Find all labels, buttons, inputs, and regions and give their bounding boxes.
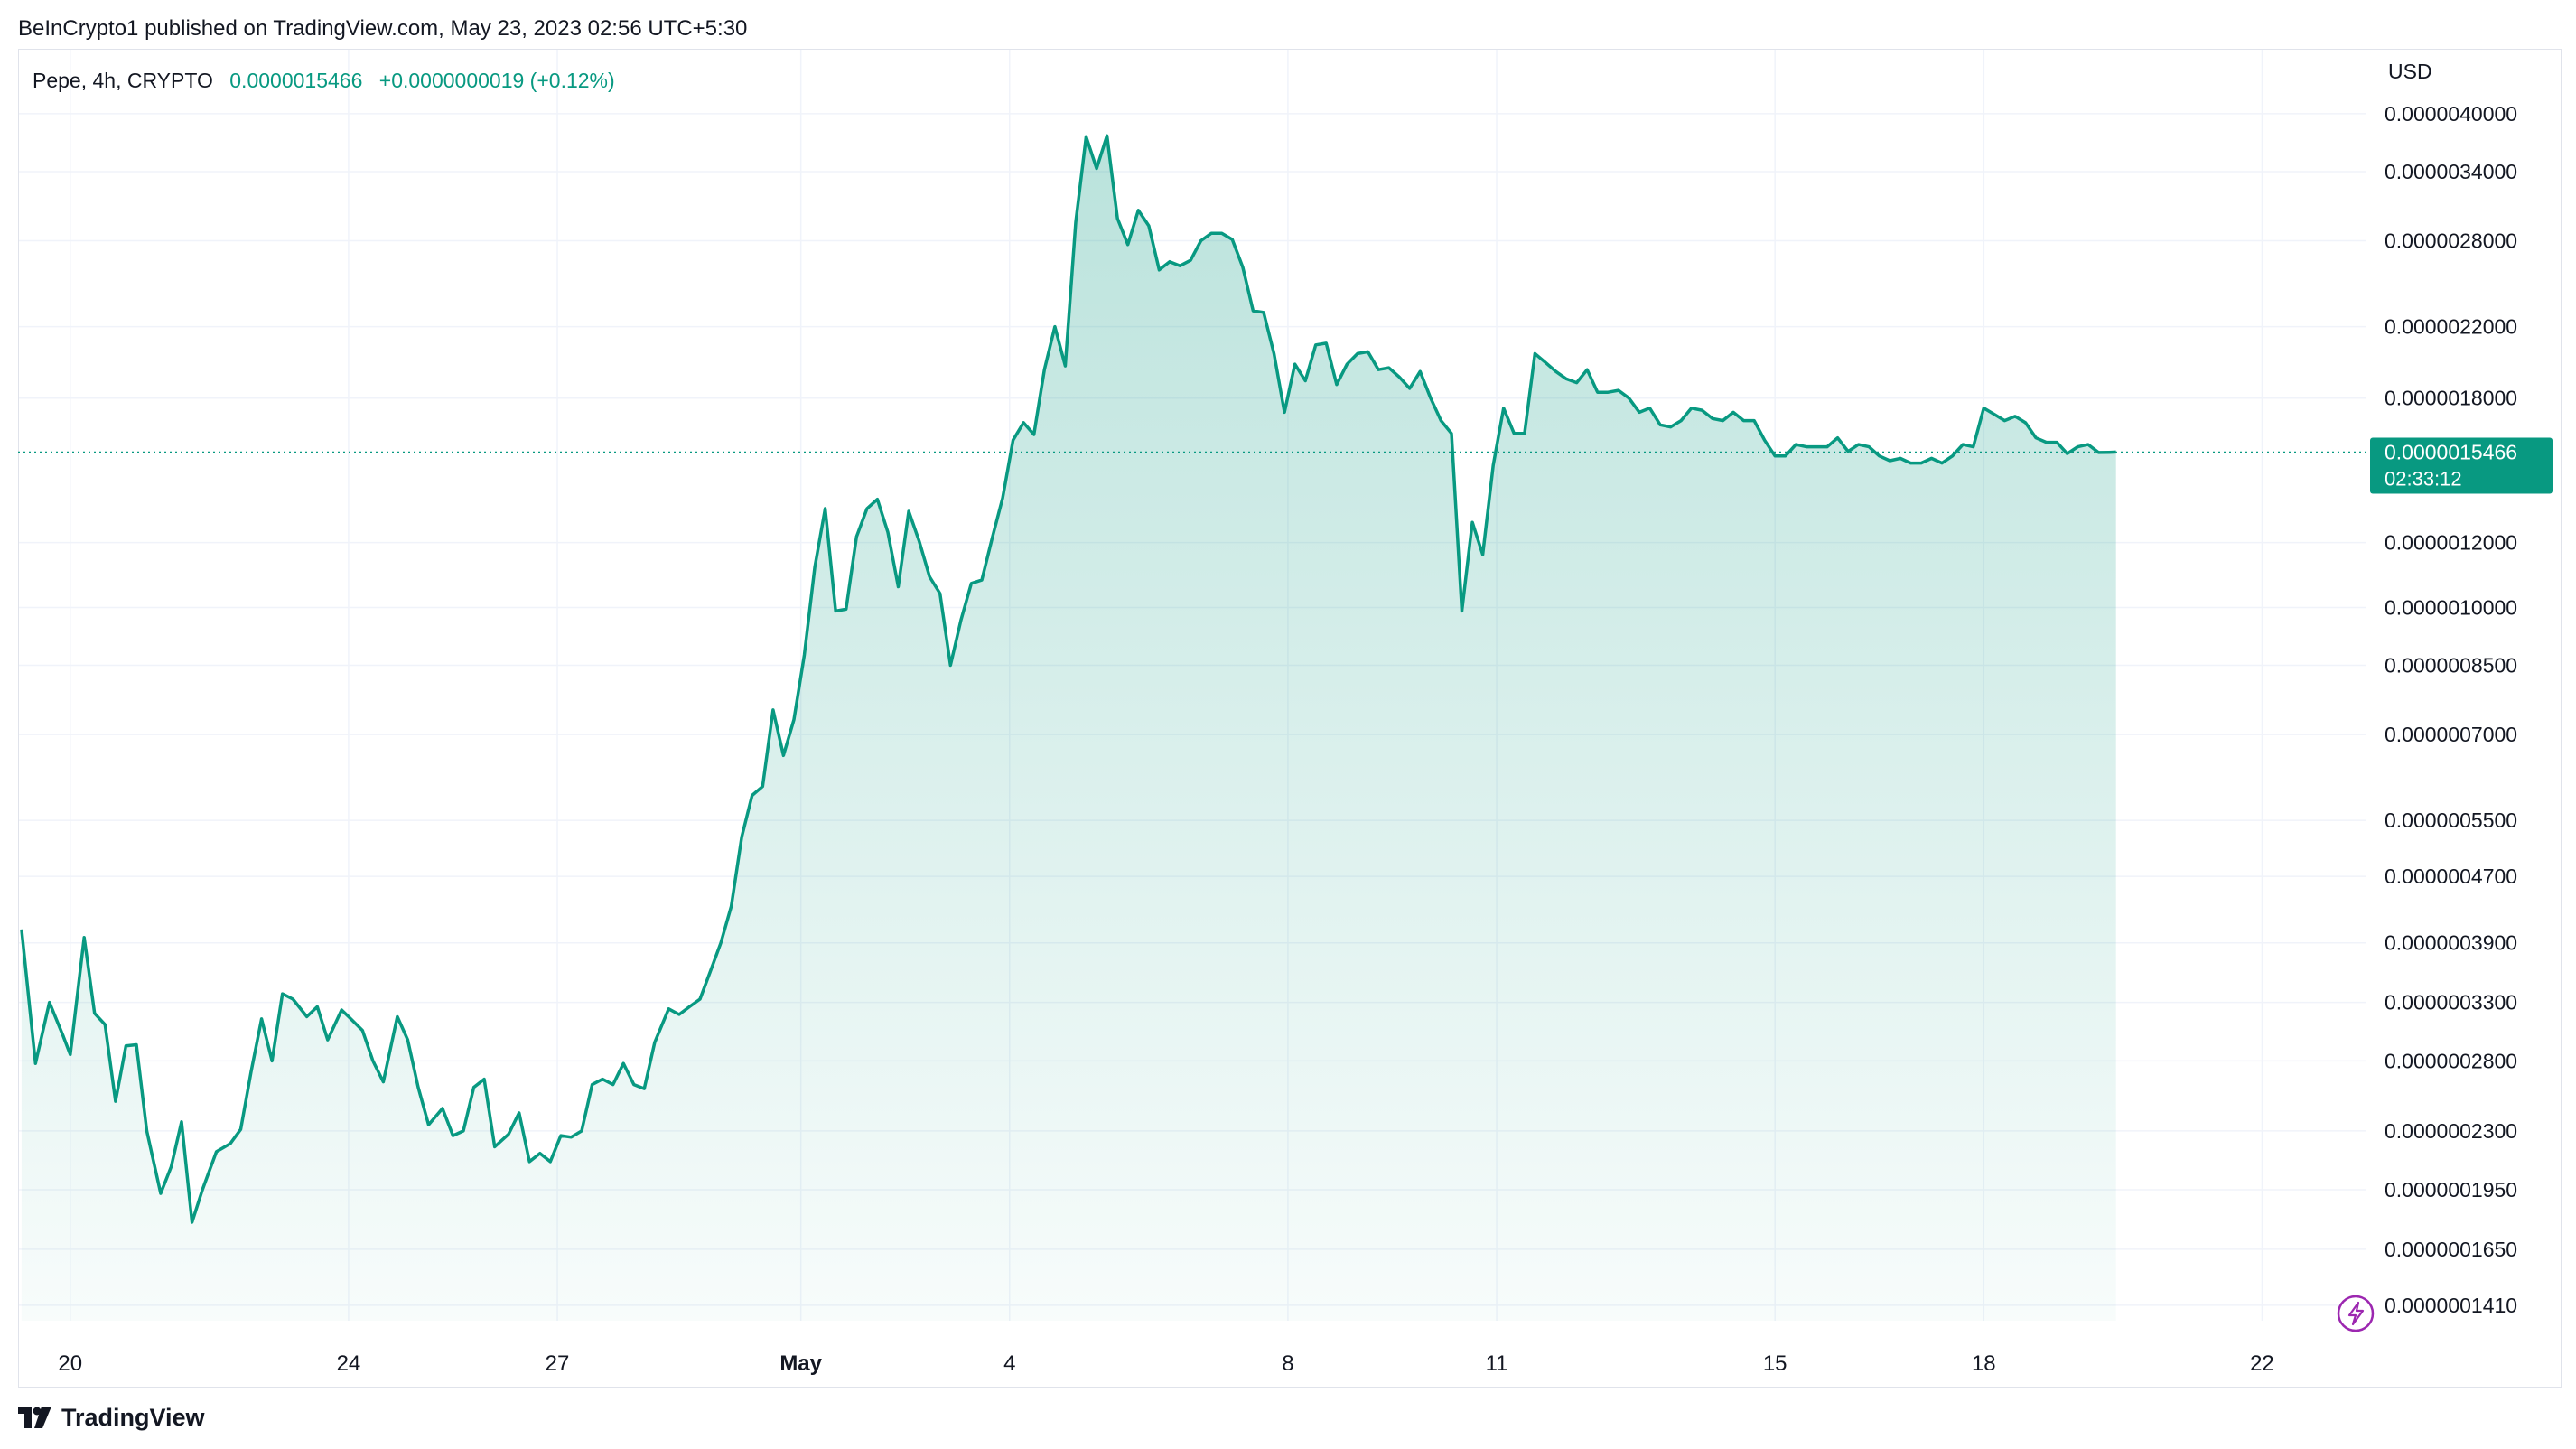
y-tick-label: 0.0000004700 — [2385, 865, 2517, 888]
x-tick-label: 27 — [546, 1351, 570, 1376]
x-tick-label: May — [779, 1351, 822, 1376]
y-axis-labels[interactable]: 0.0000040000 0.0000034000 0.0000028000 0.00… — [2385, 102, 2517, 1317]
y-tick-label: 0.0000002300 — [2385, 1119, 2517, 1143]
y-tick-label: 0.0000034000 — [2385, 160, 2517, 183]
x-tick-label: 20 — [58, 1351, 82, 1376]
y-tick-label: 0.0000018000 — [2385, 387, 2517, 410]
y-tick-label: 0.0000040000 — [2385, 102, 2517, 126]
x-tick-label: 24 — [337, 1351, 361, 1376]
x-tick-label: 18 — [1972, 1351, 1996, 1376]
y-tick-label: 0.0000005500 — [2385, 809, 2517, 832]
last-price: 0.0000015466 — [229, 69, 363, 92]
symbol-label[interactable]: Pepe, 4h, CRYPTO — [33, 69, 213, 92]
y-tick-label: 0.0000001410 — [2385, 1294, 2517, 1317]
publish-info: BeInCrypto1 published on TradingView.com… — [18, 16, 748, 41]
x-tick-label: 22 — [2250, 1351, 2274, 1376]
chart-frame — [18, 49, 2562, 1388]
y-tick-label: 0.0000007000 — [2385, 723, 2517, 746]
y-tick-label: 0.0000028000 — [2385, 229, 2517, 253]
y-tick-label: 0.0000022000 — [2385, 315, 2517, 339]
y-tick-label: 0.0000008500 — [2385, 654, 2517, 678]
current-price-tag: 0.0000015466 02:33:12 — [2370, 437, 2553, 494]
y-tick-label: 0.0000003900 — [2385, 931, 2517, 955]
tradingview-logo-icon — [18, 1407, 51, 1428]
tradingview-logo[interactable]: TradingView — [18, 1402, 205, 1433]
price-area-fill — [21, 136, 2116, 1321]
y-tick-label: 0.0000012000 — [2385, 531, 2517, 555]
y-tick-label: 0.0000002800 — [2385, 1049, 2517, 1072]
y-tick-label: 0.0000001950 — [2385, 1178, 2517, 1201]
x-tick-label: 8 — [1282, 1351, 1293, 1376]
symbol-legend: Pepe, 4h, CRYPTO 0.0000015466 +0.0000000… — [33, 69, 615, 93]
x-axis-labels[interactable]: 20 24 27 May 4 8 11 15 18 22 — [58, 1351, 2273, 1376]
x-tick-label: 15 — [1763, 1351, 1787, 1376]
currency-label[interactable]: USD — [2388, 60, 2432, 83]
x-tick-label: 11 — [1486, 1351, 1508, 1376]
price-tag-background — [2370, 437, 2553, 494]
tradingview-wordmark: TradingView — [61, 1403, 205, 1431]
price-tag-value: 0.0000015466 — [2385, 441, 2517, 464]
price-line — [20, 134, 2116, 1224]
price-tag-countdown: 02:33:12 — [2385, 468, 2462, 491]
y-tick-label: 0.0000010000 — [2385, 595, 2517, 619]
lightning-icon[interactable] — [2337, 1295, 2375, 1332]
y-tick-label: 0.0000001650 — [2385, 1238, 2517, 1261]
y-tick-label: 0.0000003300 — [2385, 991, 2517, 1014]
x-tick-label: 4 — [1003, 1351, 1015, 1376]
price-change: +0.0000000019 (+0.12%) — [378, 69, 615, 92]
